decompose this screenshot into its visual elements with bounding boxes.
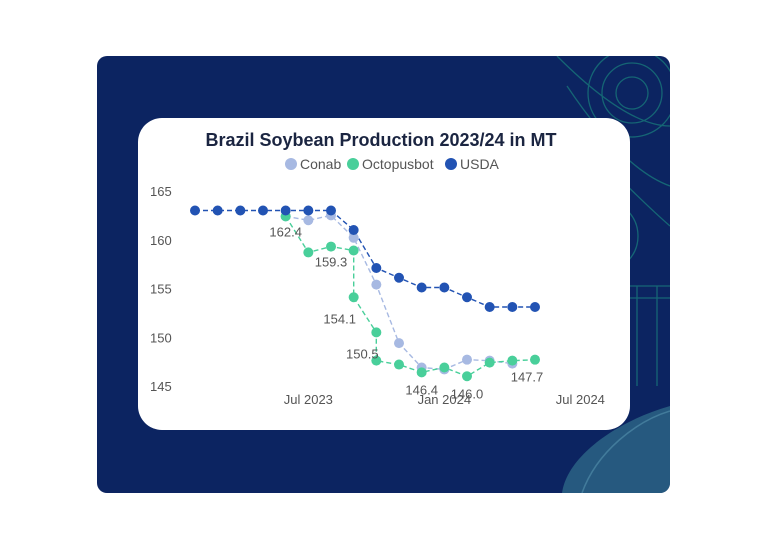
data-point-octopusbot [371,327,382,338]
data-point-conab [348,232,359,243]
data-label: 146.4 [405,382,438,397]
data-point-octopusbot [371,355,382,366]
data-point-conab [371,279,382,290]
data-point-usda [507,302,518,313]
data-point-octopusbot [394,359,404,370]
data-point-octopusbot [507,355,518,366]
y-tick-label: 150 [150,330,172,345]
legend-marker [347,158,359,170]
x-tick-label: Jul 2023 [284,392,333,407]
series-line-octopusbot [285,215,536,378]
chart-title: Brazil Soybean Production 2023/24 in MT [205,130,556,150]
y-tick-label: 145 [150,379,172,394]
data-point-conab [303,215,314,226]
legend-marker [285,158,297,170]
y-tick-label: 165 [150,184,172,199]
data-point-usda [530,302,540,313]
data-point-usda [280,205,291,216]
data-point-usda [462,292,472,303]
data-point-octopusbot [303,247,314,258]
data-point-usda [258,205,268,216]
chart-card: Brazil Soybean Production 2023/24 in MT … [138,118,630,430]
data-point-usda [212,205,223,216]
data-label: 159.3 [315,255,348,270]
data-point-usda [235,205,246,216]
data-point-octopusbot [484,357,495,368]
legend-item-usda: USDA [445,156,500,172]
data-point-usda [394,272,404,283]
data-point-octopusbot [348,292,359,303]
data-point-usda [439,282,450,293]
y-tick-label: 155 [150,282,172,297]
y-tick-label: 160 [150,233,172,248]
legend-item-octopusbot: Octopusbot [347,156,434,172]
series-line-usda [195,209,535,308]
data-point-usda [484,302,495,313]
legend-label: Conab [300,156,341,172]
data-point-octopusbot [416,367,427,378]
legend-item-conab: Conab [285,156,341,172]
series-points [190,205,540,382]
x-axis: Jul 2023 Jan 2024 Jul 2024 [284,392,605,407]
data-point-usda [371,263,382,274]
data-point-usda [416,282,427,293]
data-point-usda [303,205,314,216]
legend-label: USDA [460,156,500,172]
y-axis: 145 150 155 160 165 [150,184,172,394]
data-label: 150.5 [346,346,379,361]
data-point-octopusbot [439,362,450,373]
data-point-octopusbot [348,245,359,256]
data-point-conab [394,338,404,349]
data-label: 162.4 [269,224,302,239]
data-point-octopusbot [530,354,540,365]
data-point-usda [190,205,200,216]
data-label: 154.1 [323,311,356,326]
chart-legend: Conab Octopusbot USDA [285,156,500,172]
data-point-conab [462,354,472,365]
data-point-octopusbot [326,241,336,252]
x-tick-label: Jul 2024 [556,392,605,407]
data-point-octopusbot [462,371,472,382]
data-point-usda [326,205,336,216]
data-point-usda [348,225,359,235]
line-chart: Brazil Soybean Production 2023/24 in MT … [150,130,605,407]
x-tick-label: Jan 2024 [418,392,472,407]
legend-label: Octopusbot [362,156,434,172]
data-label: 146.0 [451,386,484,401]
data-label: 147.7 [511,370,544,385]
legend-marker [445,158,457,170]
data-labels: 162.4 159.3 154.1 150.5 146.4 146.0 147.7 [269,224,543,401]
